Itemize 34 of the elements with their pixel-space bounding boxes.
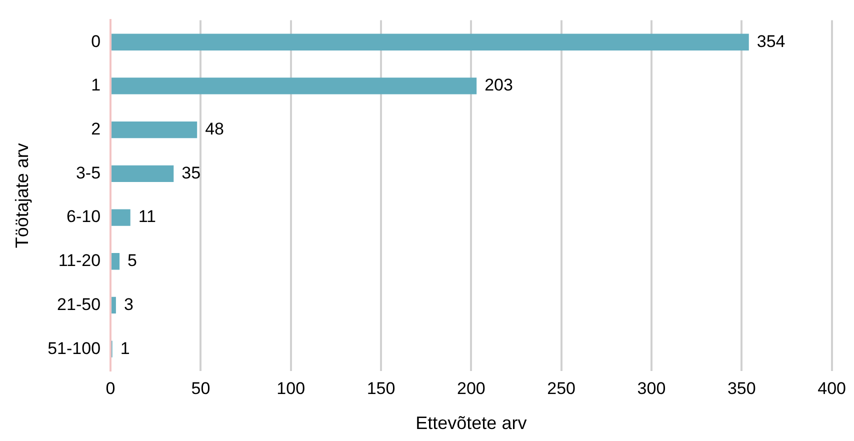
bar [112, 34, 749, 50]
y-axis-title: Töötajate arv [12, 143, 32, 248]
y-tick-label: 3-5 [76, 163, 101, 182]
x-tick-label: 350 [727, 378, 756, 398]
y-tick-label: 51-100 [48, 338, 101, 358]
x-tick-label: 250 [547, 378, 576, 398]
x-tick-label: 400 [818, 378, 846, 398]
data-label: 35 [182, 163, 201, 182]
x-tick-label: 200 [456, 378, 486, 398]
data-label: 354 [756, 32, 786, 51]
data-label: 48 [205, 120, 224, 139]
x-tick-label: 50 [191, 378, 210, 398]
y-tick-label: 2 [91, 120, 101, 139]
x-axis-title: Ettevõtete arv [416, 413, 527, 434]
x-tick-label: 0 [106, 378, 116, 398]
bar [112, 121, 198, 138]
data-label: 11 [138, 207, 156, 226]
y-tick-label: 11-20 [58, 251, 101, 270]
data-label: 3 [124, 294, 134, 314]
y-tick-label: 21-50 [57, 294, 101, 314]
bar [112, 165, 174, 182]
data-label: 5 [128, 251, 138, 270]
data-label: 1 [120, 338, 130, 358]
x-tick-label: 100 [276, 378, 306, 398]
x-tick-label: 300 [637, 378, 666, 398]
data-label: 203 [484, 76, 513, 95]
bar [112, 78, 477, 94]
bar [112, 296, 116, 314]
bar [112, 209, 130, 226]
bar [112, 253, 120, 270]
x-tick-label: 150 [366, 378, 396, 398]
y-tick-label: 0 [91, 32, 101, 51]
y-tick-label: 6-10 [66, 207, 101, 226]
y-tick-label: 1 [91, 76, 101, 95]
